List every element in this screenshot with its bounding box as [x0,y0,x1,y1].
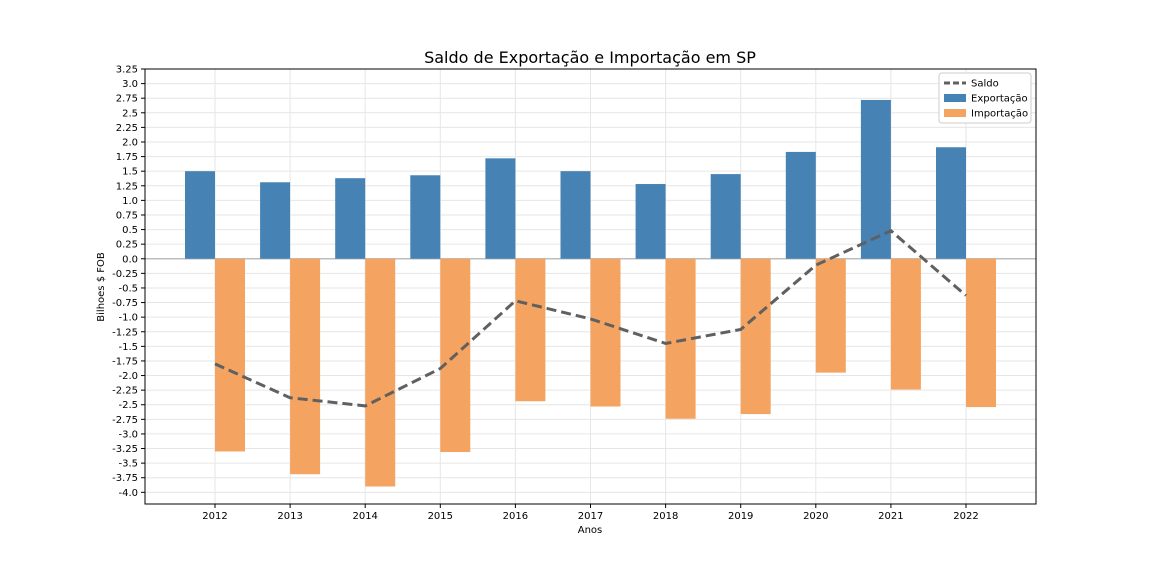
y-tick-label: 1.0 [122,196,138,207]
y-tick-label: -3.0 [118,429,138,440]
exportacao-bar [635,184,666,259]
saldo-line-group [214,228,967,408]
exportacao-bar [260,182,291,259]
y-tick-label: -0.5 [118,283,138,294]
y-tick-label: -3.25 [112,444,138,455]
y-tick-label: -2.75 [112,415,138,426]
y-tick-label: -3.75 [112,473,138,484]
y-tick-label: -2.0 [118,371,138,382]
x-tick-label: 2013 [277,511,302,522]
y-tick-label: -2.25 [112,386,138,397]
exportacao-bar [860,99,891,259]
y-tick-label: -4.0 [118,488,138,499]
y-tick-label: 0.25 [116,240,138,251]
importacao-bar [815,258,846,373]
legend-swatch-exportacao [944,94,966,102]
y-tick-label: -1.5 [118,342,138,353]
importacao-bar [515,258,546,402]
y-tick-label: -1.0 [118,313,138,324]
y-tick-label: 3.0 [122,79,138,90]
exportacao-bar [335,178,366,259]
x-tick-label: 2015 [428,511,453,522]
x-tick-label: 2019 [728,511,753,522]
x-tick-label: 2018 [653,511,678,522]
exportacao-bar [560,171,591,259]
y-tick-label: 1.25 [116,181,138,192]
importacao-bar [665,258,696,419]
y-tick-label: 2.0 [122,137,138,148]
importacao-bar [740,258,771,415]
importacao-bar [890,258,921,390]
exportacao-bar [710,174,741,259]
saldo-line [214,228,967,408]
y-tick-label: 2.25 [116,123,138,134]
y-tick-label: 1.5 [122,167,138,178]
exportacao-bar [785,151,816,259]
importacao-bar [290,258,321,475]
legend-label: Exportação [971,94,1028,105]
x-tick-label: 2021 [878,511,903,522]
y-tick-label: 1.75 [116,152,138,163]
importacao-bar [966,258,996,408]
y-tick-label: -2.5 [118,400,138,411]
x-tick-label: 2014 [352,511,377,522]
y-tick-label: 0.0 [122,254,138,265]
legend-label: Importação [971,109,1028,120]
legend-label: Saldo [971,79,999,90]
y-tick-label: 3.25 [116,65,138,76]
y-tick-label: -0.75 [112,298,138,309]
y-axis-title: Bilhoes $ FOB [96,252,107,322]
importacao-bar [215,258,245,452]
y-tick-label: -0.25 [112,269,138,280]
legend-swatch-importacao [944,109,966,117]
x-axis-title: Anos [578,525,603,536]
y-tick-label: -1.25 [112,327,138,338]
x-tick-label: 2020 [803,511,828,522]
x-tick-label: 2016 [503,511,528,522]
legend: Saldo Exportação Importação [938,72,1032,124]
exportacao-bar [936,147,966,259]
y-tick-label: 2.5 [122,108,138,119]
importacao-bar [590,258,621,407]
y-tick-label: -3.5 [118,459,138,470]
exportacao-bar [485,158,516,259]
x-tick-label: 2012 [202,511,227,522]
x-tick-label: 2022 [953,511,978,522]
y-tick-label: 0.75 [116,210,138,221]
importacao-bar [365,258,396,487]
bars [185,99,996,487]
exportacao-bar [185,171,215,259]
y-axis: 3.25 3.0 2.75 2.5 2.25 2.0 1.75 1.5 1.25 1.0 0.75 0… [112,65,145,499]
chart-title: Saldo de Exportação e Importação em SP [424,48,756,67]
x-axis: 2012 2013 2014 2015 2016 2017 2018 2019 2020 2021… [202,504,979,522]
x-tick-label: 2017 [578,511,603,522]
y-tick-label: -1.75 [112,356,138,367]
y-tick-label: 0.5 [122,225,138,236]
exportacao-bar [410,175,441,259]
y-tick-label: 2.75 [116,94,138,105]
